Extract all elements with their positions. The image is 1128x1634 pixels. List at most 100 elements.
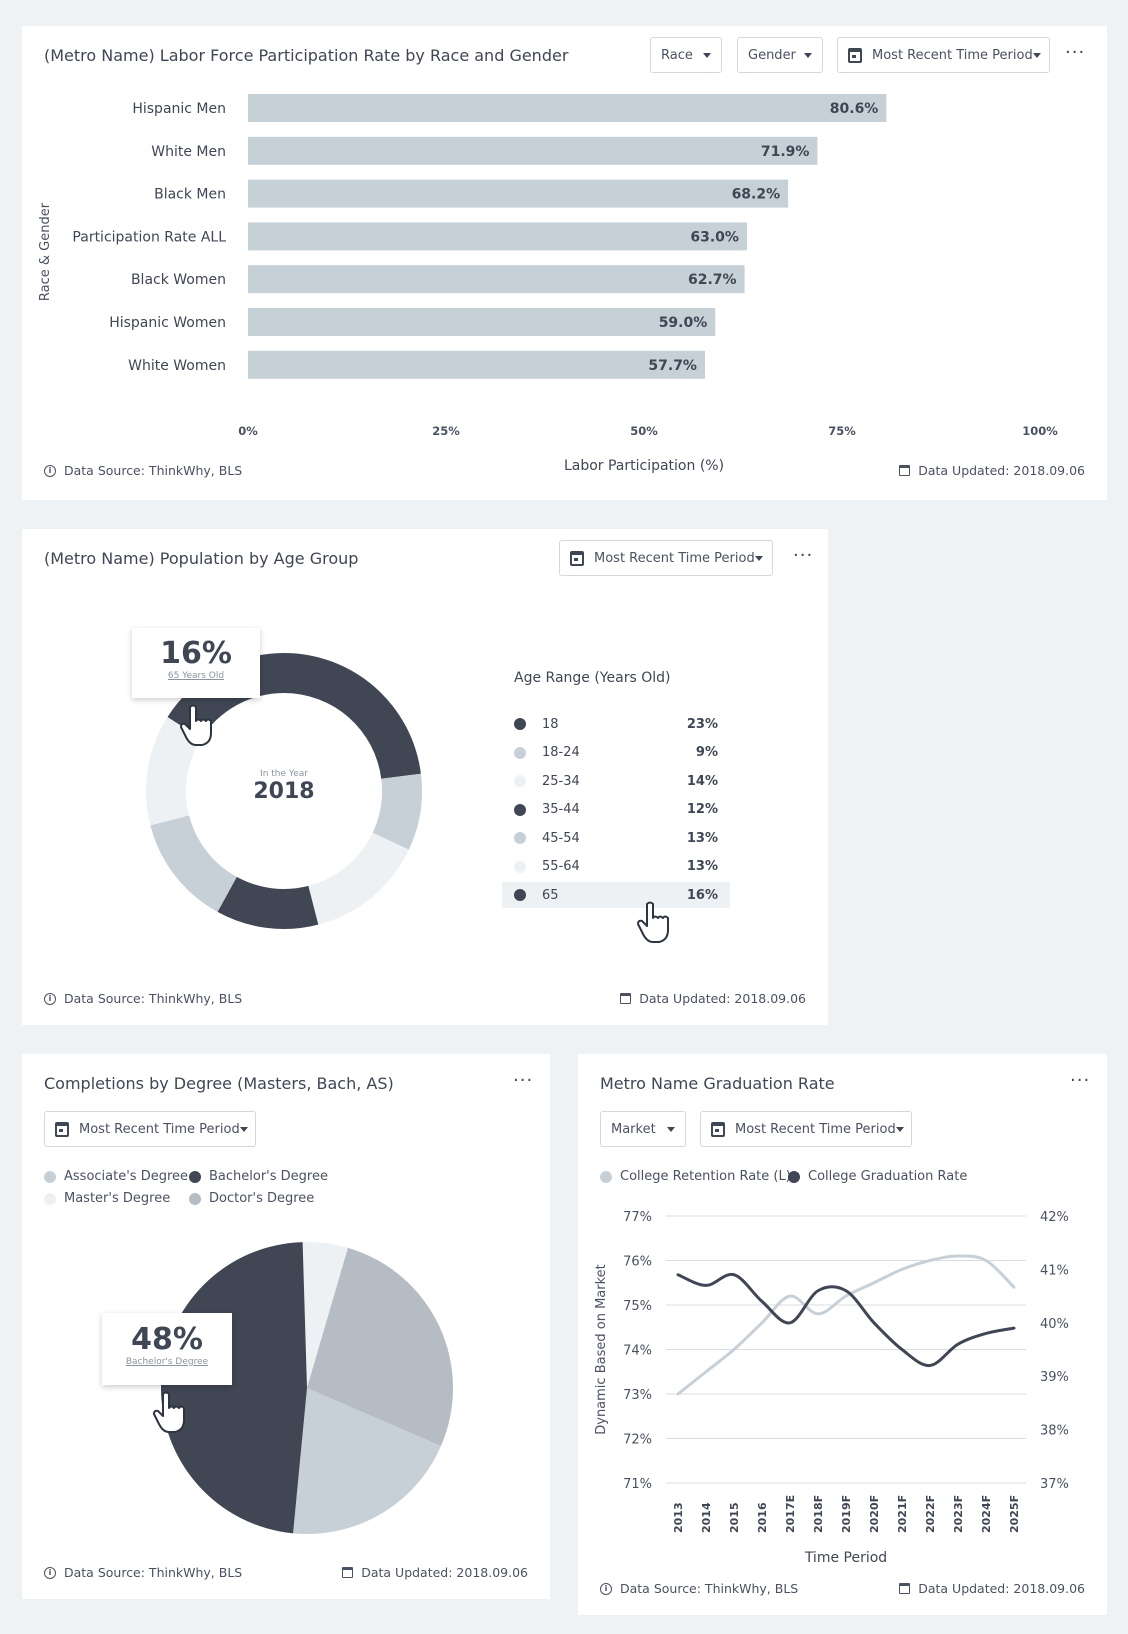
more-options-icon[interactable]: ···: [513, 1070, 534, 1091]
legend-item[interactable]: College Retention Rate (L): [600, 1169, 791, 1184]
data-source: i Data Source: ThinkWhy, BLS: [44, 991, 242, 1006]
legend-swatch: [44, 1170, 56, 1183]
series-line: [676, 1272, 1016, 1368]
more-options-icon[interactable]: ···: [793, 545, 814, 566]
legend-item[interactable]: 18 23%: [502, 711, 730, 737]
legend-label: 35-44: [542, 802, 580, 817]
y-left-tick-label: 73%: [623, 1388, 652, 1403]
card-title: (Metro Name) Population by Age Group: [44, 549, 359, 568]
legend-item[interactable]: Doctor's Degree: [189, 1191, 314, 1206]
gender-filter-dropdown[interactable]: Gender: [737, 37, 823, 73]
info-icon: i: [44, 992, 56, 1005]
data-updated-text: Data Updated: 2018.09.06: [918, 1581, 1085, 1596]
hand-cursor-icon: [637, 901, 669, 943]
legend-value: 23%: [686, 716, 718, 732]
legend-swatch: [514, 803, 526, 816]
time-period-dropdown[interactable]: Most Recent Time Period: [837, 37, 1050, 73]
chevron-down-icon: [239, 1126, 248, 1132]
data-source: i Data Source: ThinkWhy, BLS: [44, 1565, 242, 1580]
time-period-dropdown[interactable]: Most Recent Time Period: [559, 540, 773, 576]
legend-item[interactable]: 55-64 13%: [502, 854, 730, 880]
legend-label: Bachelor's Degree: [209, 1169, 328, 1184]
data-source-text: Data Source: ThinkWhy, BLS: [620, 1581, 799, 1596]
pie-slice: [302, 1242, 348, 1388]
x-tick-label: 100%: [1022, 424, 1058, 438]
y-right-tick-label: 40%: [1040, 1317, 1069, 1332]
time-period-dropdown[interactable]: Most Recent Time Period: [700, 1111, 912, 1147]
donut-slice: [308, 832, 409, 925]
card-title: Completions by Degree (Masters, Bach, AS…: [44, 1074, 394, 1093]
x-tick-label: 2016: [756, 1502, 769, 1533]
y-axis-title: Race & Gender: [38, 202, 53, 301]
labor-participation-card: (Metro Name) Labor Force Participation R…: [22, 26, 1107, 500]
x-tick-label: 2025F: [1008, 1495, 1021, 1533]
y-right-tick-label: 37%: [1040, 1477, 1069, 1492]
data-updated: Data Updated: 2018.09.06: [899, 1581, 1085, 1596]
calendar-icon: [55, 1121, 69, 1137]
x-tick-label: 50%: [630, 424, 658, 438]
calendar-icon: [711, 1121, 725, 1137]
info-icon: i: [44, 464, 56, 477]
donut-slice: [217, 876, 319, 929]
legend-label: 25-34: [542, 773, 580, 789]
more-options-icon[interactable]: ···: [1070, 1070, 1091, 1091]
legend-item[interactable]: 18-24 9%: [502, 740, 730, 766]
chevron-down-icon: [754, 555, 763, 561]
legend-item[interactable]: 45-54 13%: [502, 825, 730, 851]
bar-value-label: 80.6%: [830, 101, 879, 117]
age-donut-chart: [146, 653, 422, 929]
legend-item[interactable]: 25-34 14%: [502, 768, 730, 794]
bar: [248, 136, 818, 165]
series-line: [676, 1254, 1016, 1396]
x-tick-label: 2019F: [840, 1495, 853, 1533]
data-source: i Data Source: ThinkWhy, BLS: [44, 463, 242, 478]
info-icon: i: [44, 1566, 56, 1579]
category-label: Black Women: [131, 272, 226, 288]
legend-item[interactable]: 35-44 12%: [502, 797, 730, 823]
legend-item[interactable]: College Graduation Rate: [788, 1169, 967, 1184]
time-period-dropdown[interactable]: Most Recent Time Period: [44, 1111, 256, 1147]
legend-label: 55-64: [542, 859, 580, 874]
market-filter-dropdown[interactable]: Market: [600, 1111, 686, 1147]
legend-value: 12%: [686, 802, 718, 817]
category-label: White Women: [128, 358, 226, 374]
legend-value: 13%: [686, 859, 718, 874]
category-label: White Men: [151, 144, 226, 160]
legend-item[interactable]: Master's Degree: [44, 1191, 170, 1206]
chevron-down-icon: [895, 1126, 904, 1132]
legend-item[interactable]: Associate's Degree: [44, 1169, 188, 1184]
legend-label: College Retention Rate (L): [620, 1169, 791, 1184]
bar: [248, 94, 887, 122]
chevron-down-icon: [703, 52, 711, 58]
pie-slice: [293, 1388, 441, 1534]
legend-swatch: [514, 860, 526, 873]
donut-center-year: 2018: [253, 779, 315, 804]
category-label: Black Men: [154, 187, 226, 203]
pie-slice: [307, 1247, 454, 1447]
donut-slice: [150, 815, 237, 912]
more-options-icon[interactable]: ···: [1065, 42, 1086, 63]
bar-value-label: 57.7%: [648, 358, 697, 374]
population-age-card: (Metro Name) Population by Age Group Mos…: [22, 529, 828, 1025]
tooltip-value: 48%: [131, 1322, 203, 1357]
x-tick-label: 2021F: [896, 1495, 909, 1533]
x-tick-label: 25%: [432, 424, 460, 438]
dropdown-label: Most Recent Time Period: [79, 1121, 240, 1137]
labor-bar-chart: Hispanic Men 80.6% White Men 71.9% Black Men…: [38, 94, 1058, 474]
x-tick-label: 2018F: [812, 1495, 825, 1533]
x-tick-label: 75%: [828, 424, 856, 438]
chevron-down-icon: [1032, 52, 1041, 58]
calendar-icon: [342, 1567, 354, 1578]
y-left-tick-label: 76%: [623, 1255, 652, 1270]
data-updated: Data Updated: 2018.09.06: [899, 463, 1085, 478]
y-left-tick-label: 77%: [623, 1210, 652, 1225]
chevron-down-icon: [804, 52, 812, 58]
hand-cursor-icon: [153, 1391, 185, 1433]
legend-label: Doctor's Degree: [209, 1191, 315, 1206]
race-filter-dropdown[interactable]: Race: [650, 37, 722, 73]
bar: [248, 308, 716, 336]
legend-item[interactable]: 65 16%: [502, 882, 730, 908]
card-title: (Metro Name) Labor Force Participation R…: [44, 46, 569, 65]
y-axis-title: Dynamic Based on Market: [594, 1264, 609, 1435]
legend-item[interactable]: Bachelor's Degree: [189, 1169, 328, 1184]
